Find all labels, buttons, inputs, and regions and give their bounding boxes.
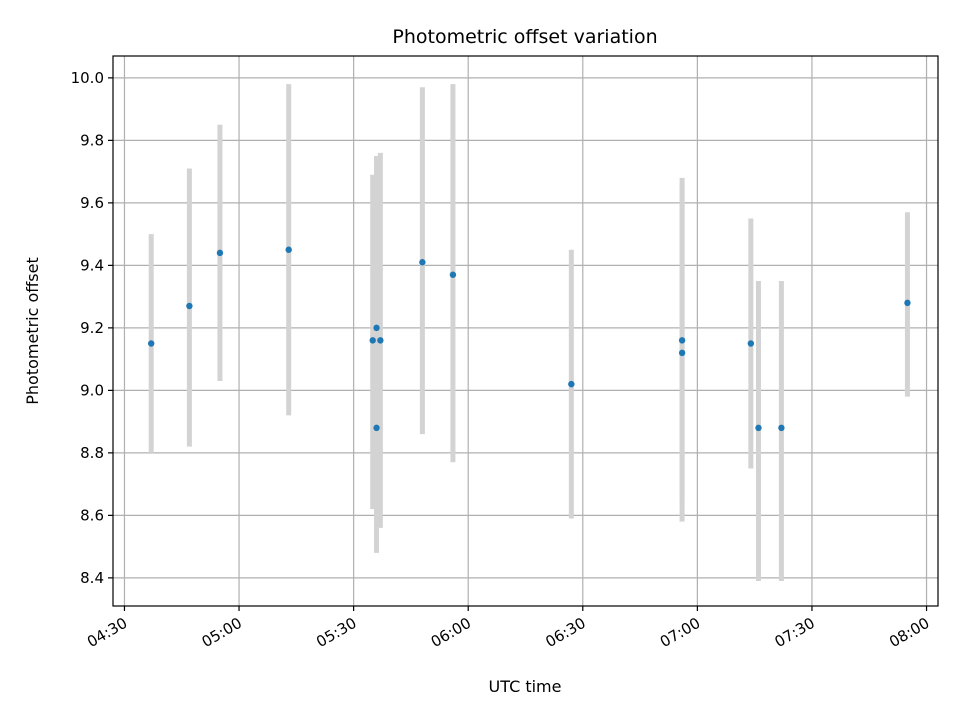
data-point — [778, 424, 785, 432]
x-axis-label: UTC time — [489, 677, 562, 696]
y-tick-label: 8.8 — [80, 444, 104, 462]
y-tick-label: 9.0 — [80, 381, 104, 399]
y-tick-label: 9.6 — [80, 194, 104, 212]
data-point — [373, 424, 380, 432]
data-point — [755, 424, 762, 432]
data-point — [678, 337, 686, 344]
grid — [113, 56, 938, 606]
chart-title: Photometric offset variation — [392, 26, 657, 48]
data-point — [449, 271, 457, 278]
data-point — [285, 246, 292, 253]
data-points — [147, 246, 911, 432]
plot-frame — [112, 55, 939, 607]
data-point — [747, 340, 755, 347]
data-point — [186, 302, 193, 310]
y-tick-label: 8.4 — [80, 569, 104, 587]
y-axis-label: Photometric offset — [23, 257, 42, 405]
data-point — [419, 259, 426, 266]
data-point — [216, 249, 224, 257]
data-point — [377, 337, 384, 344]
data-point — [373, 324, 380, 332]
y-axis: 8.4 8.6 8.8 9.0 9.2 9.4 9.6 9.8 10.0 — [71, 69, 113, 587]
y-tick-label: 8.6 — [80, 506, 104, 524]
data-point — [369, 337, 376, 344]
data-point — [678, 349, 686, 357]
y-tick-label: 9.2 — [80, 319, 104, 337]
data-point — [568, 380, 575, 388]
y-tick-label: 9.8 — [80, 131, 104, 149]
y-tick-label: 9.4 — [80, 256, 104, 274]
data-point — [147, 340, 155, 347]
data-point — [904, 299, 911, 307]
y-tick-label: 10.0 — [71, 69, 104, 87]
